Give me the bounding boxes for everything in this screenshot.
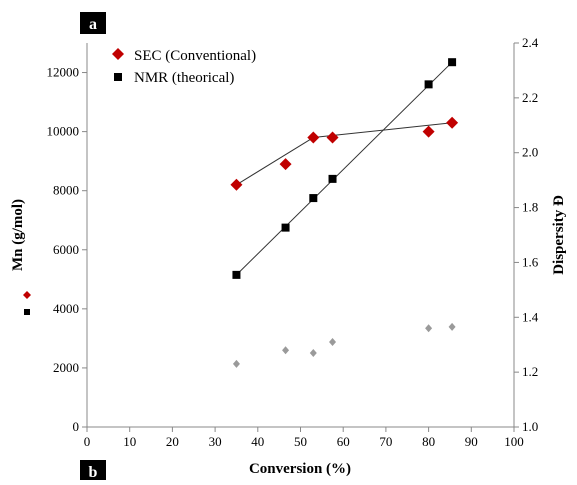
legend-nmr-marker — [114, 73, 122, 81]
trendline-layer — [236, 61, 453, 276]
left-y-tick-label: 10000 — [47, 124, 80, 139]
x-tick-label: 10 — [123, 434, 136, 449]
sec-data-point — [230, 178, 243, 191]
x-tick-label: 70 — [379, 434, 392, 449]
nmr-data-point — [281, 223, 290, 232]
left-y-tick-label: 8000 — [53, 183, 79, 198]
right-y-tick-label: 1.0 — [522, 419, 538, 434]
sec-data-point — [326, 131, 339, 144]
x-tick-label: 60 — [337, 434, 350, 449]
x-tick-label: 80 — [422, 434, 435, 449]
x-tick-label: 40 — [251, 434, 264, 449]
panel-label-a: a — [89, 16, 97, 33]
legend-sec-label: SEC (Conventional) — [134, 48, 256, 64]
sec-data-point — [279, 158, 292, 171]
dispersity-data-point — [232, 359, 240, 368]
left-y-tick-label: 12000 — [47, 65, 80, 80]
nmr-data-point — [424, 80, 433, 89]
right-y-tick-label: 1.2 — [522, 364, 538, 379]
nmr-data-point — [232, 270, 241, 279]
left-axis-nmr-marker — [24, 309, 30, 315]
x-tick-label: 30 — [209, 434, 222, 449]
dispersity-data-point — [309, 348, 317, 357]
nmr-data-point — [328, 174, 337, 183]
right-y-tick-label: 1.6 — [522, 254, 539, 269]
right-y-tick-label: 2.0 — [522, 145, 538, 160]
dispersity-data-point — [425, 324, 433, 333]
left-y-tick-label: 0 — [73, 419, 80, 434]
x-tick-label: 90 — [465, 434, 478, 449]
legend-nmr-label: NMR (theorical) — [134, 70, 234, 86]
left-y-axis-title: Mn (g/mol) — [10, 199, 26, 271]
left-y-tick-label: 4000 — [53, 301, 79, 316]
tick-layer: 0 10 20 30 40 50 60 70 80 90 100 0 2000 4000 6000 8000 1… — [47, 35, 539, 449]
x-tick-label: 50 — [294, 434, 307, 449]
dispersity-data-point — [329, 337, 337, 346]
right-y-tick-label: 2.2 — [522, 90, 538, 105]
nmr-data-point — [448, 58, 457, 67]
legend-sec-marker — [112, 48, 124, 60]
right-y-tick-label: 1.8 — [522, 200, 538, 215]
sec-data-point — [422, 125, 435, 138]
trendline — [236, 61, 453, 276]
right-y-tick-label: 1.4 — [522, 309, 539, 324]
trendline — [236, 137, 314, 186]
left-y-tick-label: 6000 — [53, 242, 79, 257]
panel-label-a-background — [80, 12, 106, 34]
sec-data-point — [307, 131, 320, 144]
dispersity-data-point — [282, 346, 290, 355]
legend: SEC (Conventional) NMR (theorical) — [112, 48, 256, 86]
sec-data-point — [446, 116, 459, 129]
panel-label-b: b — [89, 464, 98, 480]
nmr-data-point — [309, 194, 318, 203]
x-tick-label: 20 — [166, 434, 179, 449]
x-tick-label: 0 — [84, 434, 91, 449]
data-point-layer — [230, 58, 459, 368]
right-y-axis-title: Dispersity Đ — [551, 195, 567, 275]
dispersity-data-point — [448, 322, 456, 331]
x-axis-title: Conversion (%) — [249, 461, 351, 477]
right-y-tick-label: 2.4 — [522, 35, 539, 50]
left-y-tick-label: 2000 — [53, 360, 79, 375]
x-tick-label: 100 — [504, 434, 524, 449]
left-axis-sec-marker — [23, 291, 31, 299]
panel-label-b-background — [80, 460, 106, 480]
